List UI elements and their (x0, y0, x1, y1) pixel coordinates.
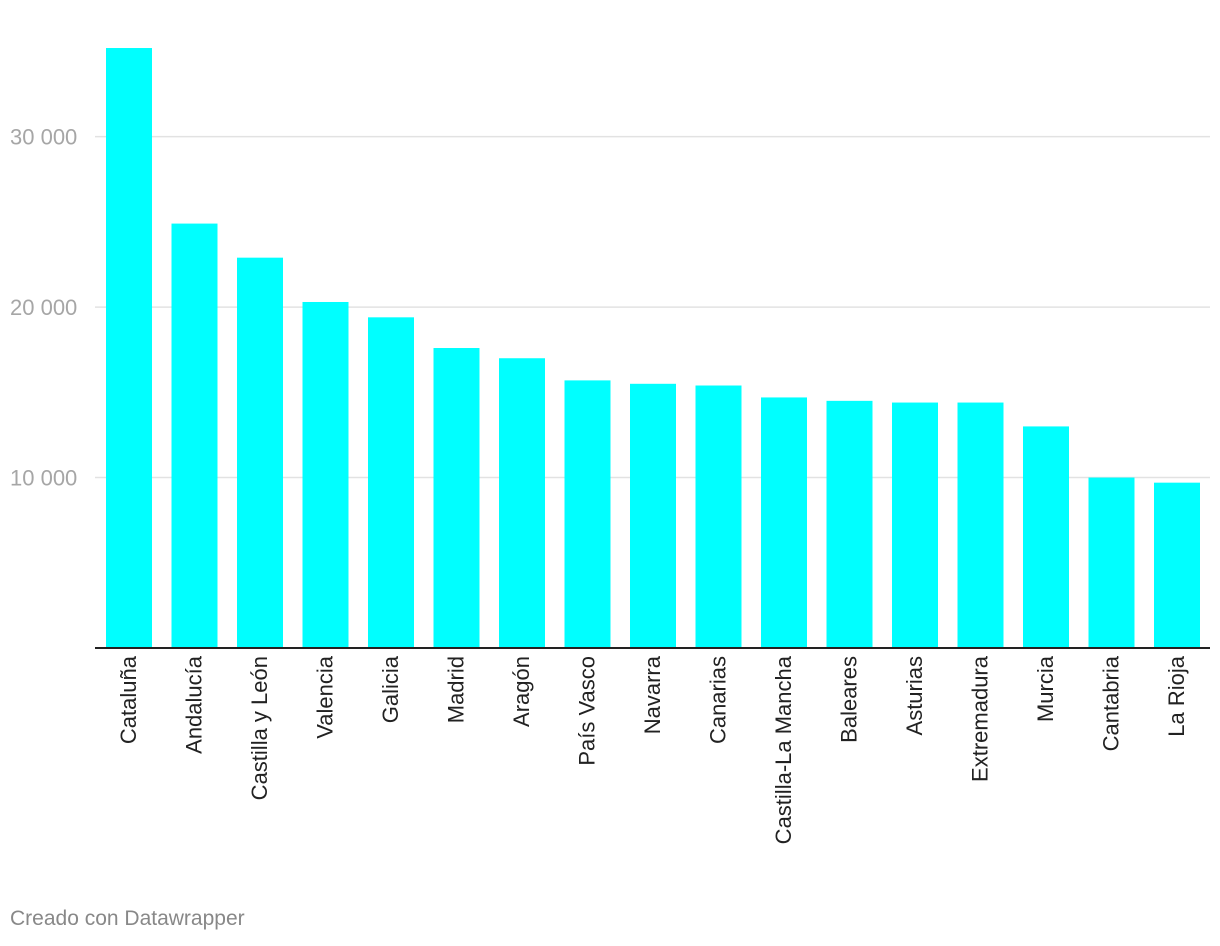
bar (433, 348, 480, 648)
x-axis-category-labels: Cataluña Andalucía Castilla y León Valencia… (116, 655, 1189, 844)
x-category-label: La Rioja (1164, 655, 1189, 736)
x-category-label: Extremadura (968, 655, 993, 782)
y-tick-label: 10 000 (10, 466, 77, 491)
bar (106, 48, 152, 649)
y-axis-tick-labels: 10 000 20 000 30 000 (10, 125, 77, 491)
x-category-label: Castilla y León (247, 656, 272, 800)
bar (957, 402, 1004, 648)
bar (630, 383, 676, 648)
bar (564, 380, 611, 648)
credit-text: Creado con Datawrapper (10, 907, 245, 930)
x-category-label: Aragón (509, 656, 534, 727)
bar (695, 385, 742, 648)
x-category-label: Navarra (640, 655, 665, 734)
x-category-label: Canarias (706, 656, 731, 744)
x-category-label: Asturias (902, 656, 927, 735)
x-category-label: Baleares (837, 656, 862, 743)
x-category-label: Galicia (378, 655, 403, 723)
x-category-label: Murcia (1033, 655, 1058, 722)
x-category-label: Valencia (313, 655, 338, 739)
bar (1154, 482, 1200, 648)
bar (368, 317, 414, 648)
bar (1023, 426, 1069, 648)
y-tick-label: 30 000 (10, 125, 77, 150)
bar (171, 223, 218, 648)
bar (302, 301, 349, 648)
x-category-label: Andalucía (182, 655, 207, 754)
x-category-label: Castilla-La Mancha (771, 655, 796, 844)
bars (106, 48, 1200, 649)
x-category-label: Cantabria (1099, 655, 1124, 751)
x-category-label: Cataluña (116, 655, 141, 744)
bar (499, 358, 545, 648)
bar (237, 257, 283, 648)
bar (1088, 477, 1135, 648)
bar (826, 400, 873, 648)
bar (892, 402, 938, 648)
x-category-label: Madrid (444, 656, 469, 723)
x-category-label: País Vasco (575, 656, 600, 766)
bar (761, 397, 807, 648)
y-tick-label: 20 000 (10, 295, 77, 320)
